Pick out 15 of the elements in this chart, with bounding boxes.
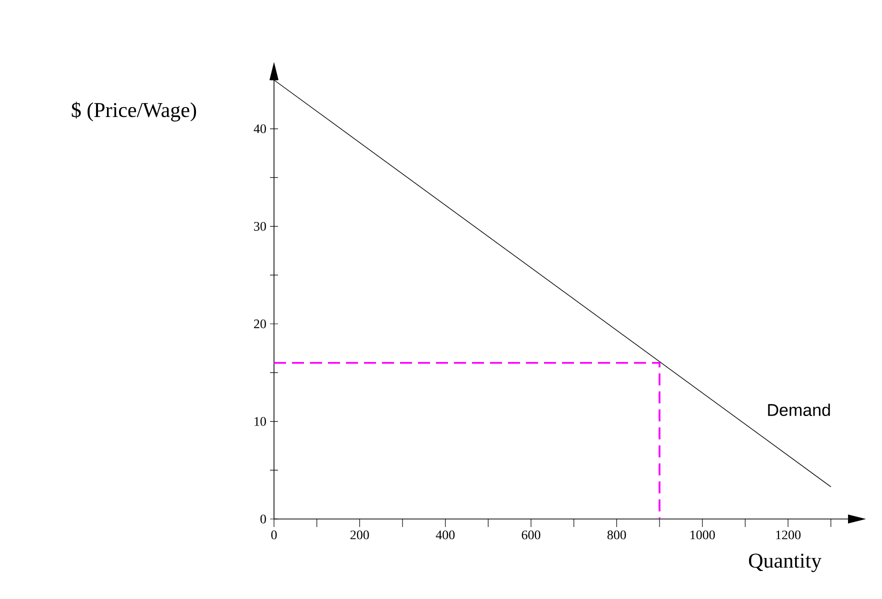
x-tick-label: 800 [607,530,626,540]
y-tick-label: 40 [254,124,266,134]
x-tick-label: 600 [522,530,540,540]
y-tick-label: 20 [254,320,266,328]
y-tick-label: 30 [254,222,266,231]
x-tick-label: 1000 [690,530,715,540]
y-tick-label: 10 [254,417,266,426]
x-tick-label: 0 [271,530,277,540]
x-tick-label: 200 [350,530,369,540]
x-tick-label: 400 [436,530,455,540]
x-axis-title: Quantity [748,554,822,572]
y-axis-title: $ (Price/Wage) [72,102,196,122]
series-label: Demand [768,404,830,416]
x-tick-label: 1200 [776,530,801,540]
y-tick-label: 0 [260,514,266,524]
